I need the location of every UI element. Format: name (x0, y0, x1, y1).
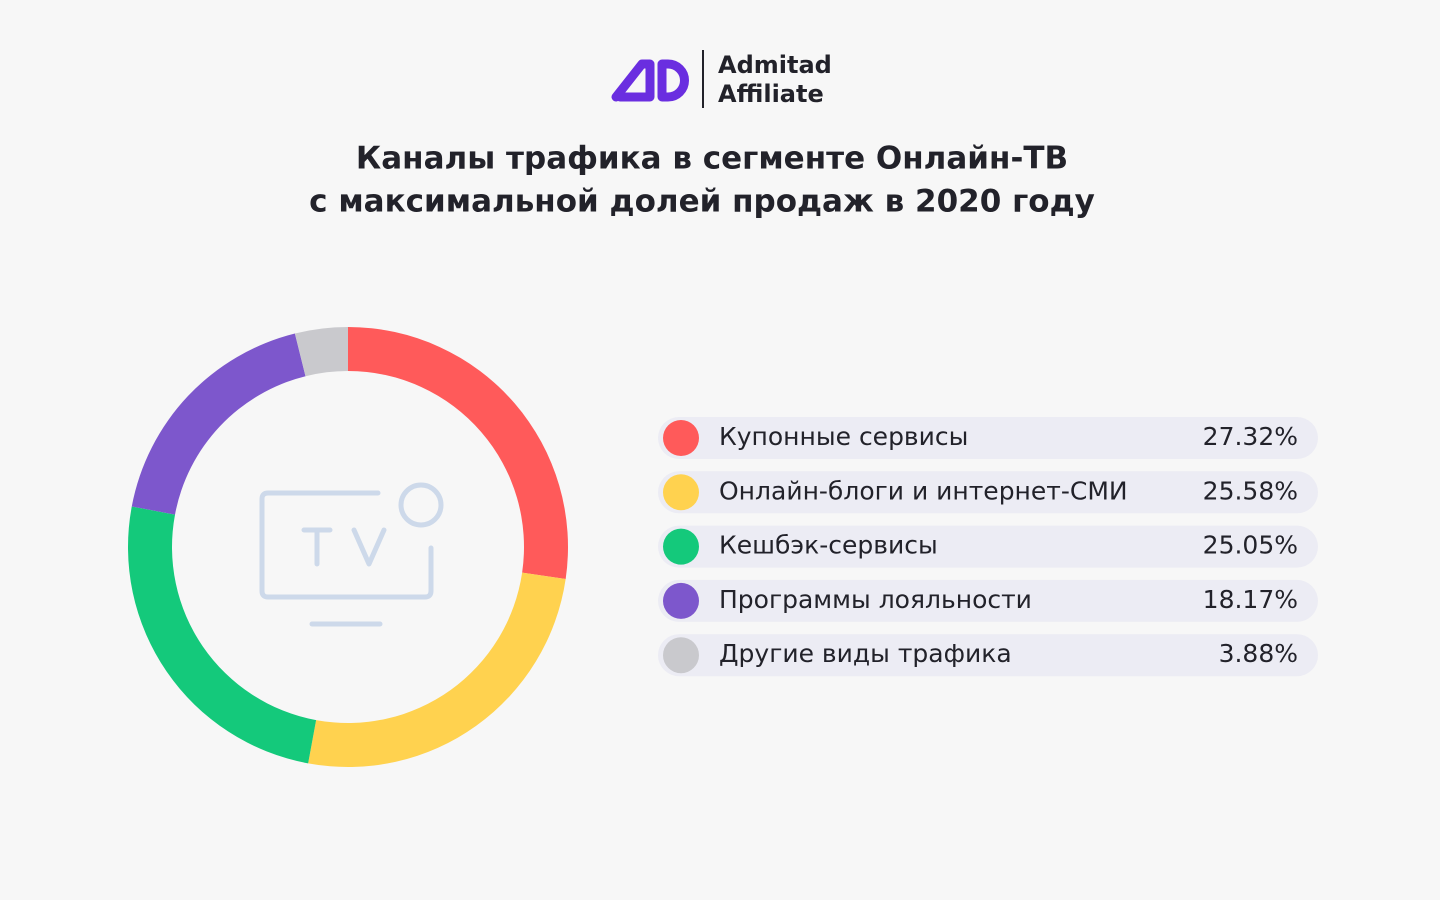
logo-text: Affiliate (718, 80, 824, 108)
chart-title: Каналы трафика в сегменте Онлайн-ТВ (356, 141, 1068, 177)
value-label: 3.88% (1219, 639, 1298, 668)
legend-row (658, 525, 1318, 568)
logo-d (657, 59, 689, 102)
legend-row (658, 579, 1318, 622)
legend-row (658, 417, 1318, 459)
logo-text: Admitad (718, 51, 832, 79)
donut-slice (294, 327, 348, 377)
donut-slice (348, 327, 568, 579)
legend-swatch (663, 528, 699, 565)
legend-swatch (663, 582, 699, 619)
value-label: 27.32% (1203, 422, 1298, 451)
legend-label: Кешбэк-сервисы (719, 531, 938, 560)
tv-letter-t (301, 527, 333, 567)
logo-a (611, 59, 655, 102)
donut-slice (127, 506, 317, 764)
donut-slice (131, 333, 306, 515)
tv-icon (259, 482, 444, 627)
donut (127, 327, 568, 767)
donut-slice (308, 572, 566, 767)
legend-swatch (663, 474, 699, 511)
legend-swatch (663, 637, 699, 674)
tv-dot (398, 482, 444, 528)
value-label: 25.05% (1203, 531, 1298, 560)
logo-mark (611, 59, 689, 102)
legend-label: Другие виды трафика (719, 639, 1012, 668)
chart-subtitle: с максимальной долей продаж в 2020 году (309, 184, 1095, 220)
value-label: 18.17% (1203, 585, 1298, 614)
legend-row (658, 471, 1318, 514)
legend-label: Программы лояльности (719, 585, 1032, 614)
legend-swatch (663, 420, 699, 456)
legend-label: Онлайн-блоги и интернет-СМИ (719, 476, 1128, 505)
legend-label: Купонные сервисы (719, 422, 968, 451)
legend: Купонные сервисы 27.32% Онлайн-блоги и инт… (658, 417, 1318, 677)
value-label: 25.58% (1203, 476, 1298, 505)
tv-letter-v (351, 527, 387, 567)
tv-screen (259, 490, 434, 600)
legend-row (658, 634, 1318, 677)
